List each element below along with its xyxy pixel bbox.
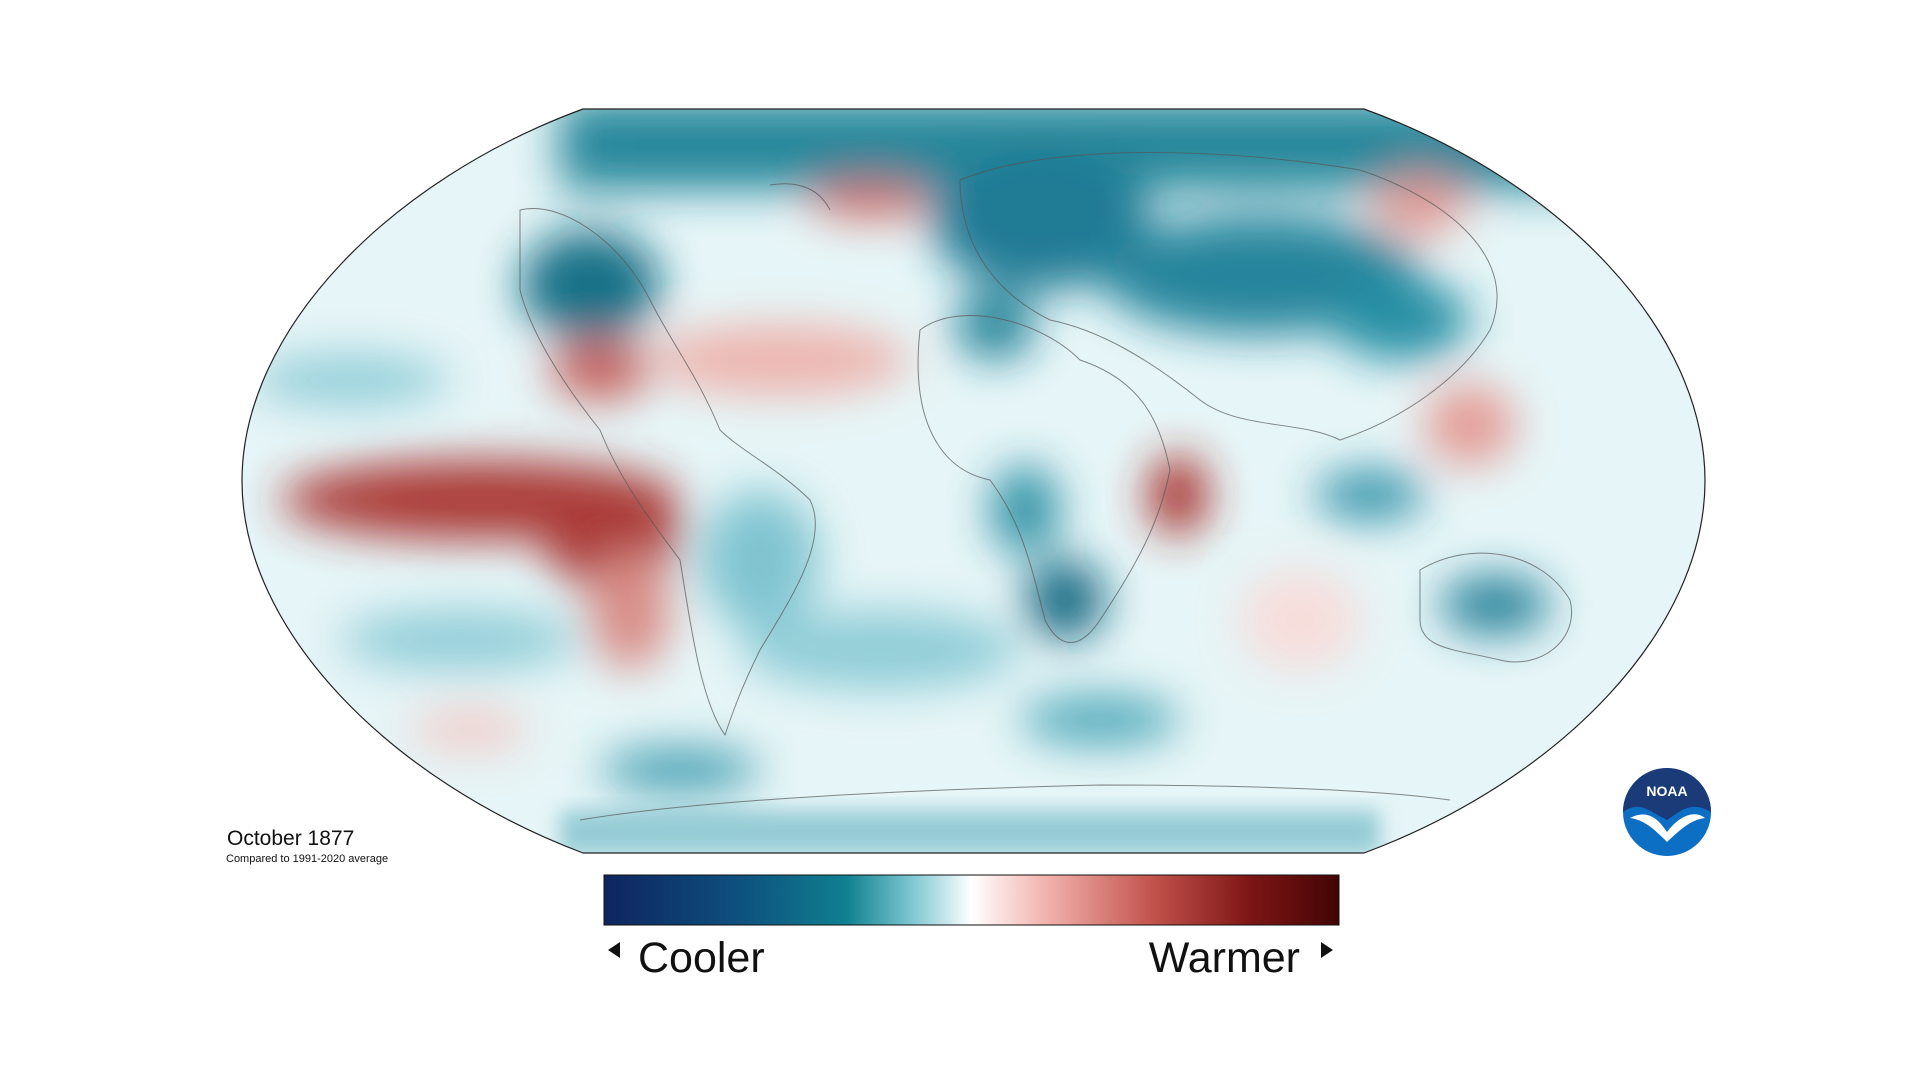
color-bar (603, 874, 1340, 926)
coastlines (519, 152, 1572, 821)
logo-text: NOAA (1646, 783, 1687, 799)
cooler-arrow (608, 942, 620, 958)
map-border (241, 108, 1706, 854)
noaa-logo: NOAA (1623, 768, 1711, 856)
map-subtitle: Compared to 1991-2020 average (226, 853, 388, 865)
warmer-arrow (1321, 942, 1333, 958)
map-title: October 1877 (227, 827, 354, 850)
warmer-label: Warmer (1149, 934, 1300, 982)
cooler-label: Cooler (638, 934, 765, 982)
anomaly-field (242, 109, 1705, 853)
antarctic-noise (560, 810, 1380, 853)
